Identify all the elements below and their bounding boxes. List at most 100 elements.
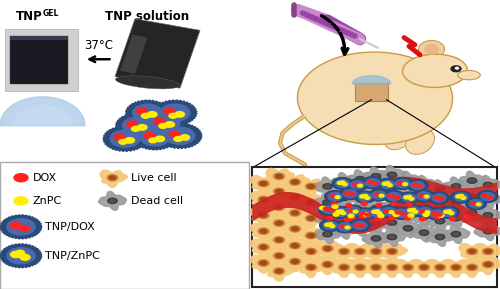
Circle shape [292,211,298,215]
Circle shape [331,202,337,205]
Circle shape [276,269,282,273]
Circle shape [358,225,362,228]
Circle shape [339,195,349,201]
Text: 37°C: 37°C [84,39,113,52]
Polygon shape [459,244,488,262]
Circle shape [306,199,316,205]
Polygon shape [475,257,500,275]
Circle shape [435,202,445,208]
Polygon shape [298,179,326,197]
Circle shape [404,196,409,199]
Circle shape [175,112,184,117]
Circle shape [376,203,382,207]
Circle shape [386,248,398,255]
Polygon shape [394,219,422,238]
Polygon shape [442,177,470,196]
Circle shape [346,207,360,215]
Circle shape [336,210,341,213]
Circle shape [341,265,347,269]
Circle shape [320,206,326,210]
Circle shape [380,180,394,188]
Circle shape [388,194,394,197]
Circle shape [260,213,267,217]
Circle shape [328,223,332,225]
Circle shape [290,258,300,265]
Circle shape [108,198,117,203]
Circle shape [345,226,350,229]
Circle shape [10,251,22,257]
Polygon shape [442,209,470,227]
Polygon shape [450,191,471,203]
Polygon shape [466,198,486,210]
Circle shape [384,210,388,212]
Polygon shape [474,190,500,209]
Circle shape [371,205,381,211]
Circle shape [290,179,300,185]
Ellipse shape [332,114,358,140]
Polygon shape [298,210,326,228]
Circle shape [405,265,411,269]
Circle shape [396,211,401,214]
Circle shape [403,210,413,215]
Circle shape [434,196,439,199]
Circle shape [122,117,152,134]
Polygon shape [314,241,343,259]
Circle shape [374,223,378,225]
Circle shape [274,173,284,179]
Circle shape [370,248,382,255]
Circle shape [260,198,267,201]
Circle shape [422,215,426,218]
Circle shape [16,250,24,255]
Circle shape [149,138,158,143]
Circle shape [361,202,367,205]
Text: TNP/ZnPC: TNP/ZnPC [45,251,100,261]
Circle shape [402,183,407,186]
Polygon shape [363,260,392,277]
Circle shape [438,236,442,238]
Circle shape [486,230,490,233]
Circle shape [276,221,282,225]
Polygon shape [332,177,353,190]
Circle shape [469,265,475,269]
Circle shape [438,188,442,191]
Ellipse shape [418,40,444,58]
Text: ZnPC: ZnPC [32,196,62,206]
Circle shape [324,207,329,210]
Circle shape [467,210,477,215]
Circle shape [372,191,386,199]
Polygon shape [158,123,202,149]
Circle shape [370,208,384,216]
Text: TNP solution: TNP solution [106,10,190,23]
Circle shape [451,184,461,189]
Polygon shape [414,190,434,202]
Polygon shape [458,171,486,190]
Circle shape [343,190,357,198]
Polygon shape [100,170,128,187]
Circle shape [322,245,333,252]
Circle shape [290,194,300,200]
Circle shape [418,208,432,216]
Circle shape [486,184,490,186]
Circle shape [322,205,336,214]
Polygon shape [346,218,374,236]
Polygon shape [458,203,486,222]
Circle shape [342,197,346,199]
Polygon shape [346,170,374,188]
Circle shape [340,225,344,228]
Circle shape [169,131,179,137]
Text: TNP: TNP [16,10,42,23]
Text: DOX: DOX [32,173,56,183]
Ellipse shape [351,119,379,144]
Circle shape [387,220,397,225]
Polygon shape [282,174,310,192]
FancyBboxPatch shape [355,83,388,101]
Circle shape [408,214,414,217]
Circle shape [371,221,381,227]
Circle shape [374,217,380,221]
Circle shape [432,194,446,202]
Polygon shape [314,209,342,227]
Polygon shape [395,260,424,277]
Polygon shape [153,100,197,125]
Circle shape [274,253,284,259]
Circle shape [393,213,399,216]
